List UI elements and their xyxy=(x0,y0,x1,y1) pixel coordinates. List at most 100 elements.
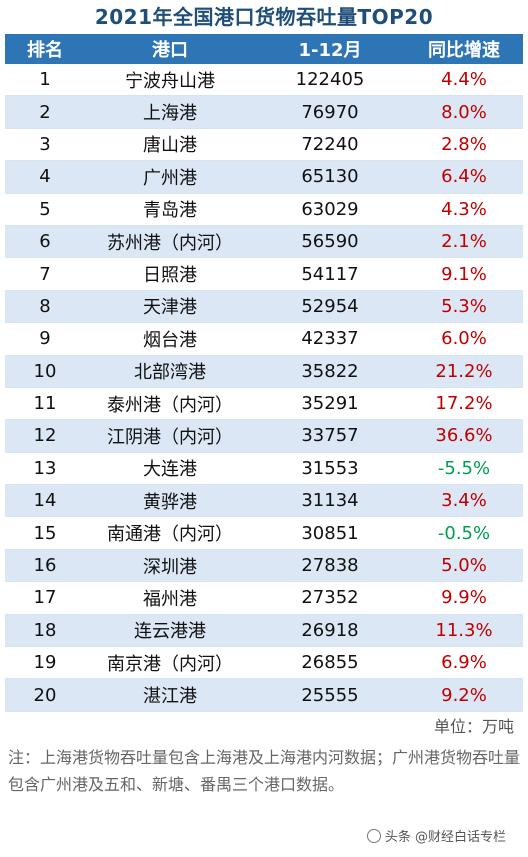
table-row: 14 黄骅港 31134 3.4% xyxy=(5,485,523,518)
cell-value: 42337 xyxy=(301,328,359,350)
cell-value: 35822 xyxy=(301,360,359,382)
cell-rank: 11 xyxy=(33,393,57,415)
cell-rank: 20 xyxy=(33,684,57,706)
header-port: 港口 xyxy=(152,40,188,61)
cell-growth: -0.5% xyxy=(437,522,491,544)
cell-value: 27352 xyxy=(301,587,359,609)
cell-port: 泰州港（内河） xyxy=(107,394,233,416)
cell-port: 南京港（内河） xyxy=(107,653,233,675)
cell-port: 日照港 xyxy=(143,265,197,287)
cell-value: 30851 xyxy=(301,522,359,544)
cell-port: 宁波舟山港 xyxy=(125,70,215,92)
cell-value: 26918 xyxy=(301,619,359,641)
cell-port: 唐山港 xyxy=(143,135,197,157)
table-row: 4 广州港 65130 6.4% xyxy=(5,161,523,194)
cell-port: 广州港 xyxy=(143,167,197,189)
port-ranking-table: 排名 港口 1-12月 同比增速 1 宁波舟山港 122405 4.4% 2 上海港 769… xyxy=(5,34,523,712)
cell-rank: 2 xyxy=(39,101,51,123)
cell-rank: 16 xyxy=(33,555,57,577)
header-rank: 排名 xyxy=(27,40,63,61)
cell-growth: 36.6% xyxy=(435,425,493,447)
table-row: 7 日照港 54117 9.1% xyxy=(5,258,523,291)
header-growth: 同比增速 xyxy=(428,40,500,61)
table-row: 9 烟台港 42337 6.0% xyxy=(5,323,523,356)
cell-value: 65130 xyxy=(301,166,359,188)
cell-rank: 10 xyxy=(33,360,57,382)
cell-port: 南通港（内河） xyxy=(107,524,233,546)
header-period: 1-12月 xyxy=(298,40,362,61)
cell-rank: 4 xyxy=(39,166,51,188)
table-row: 3 唐山港 72240 2.8% xyxy=(5,129,523,162)
cell-growth: 9.1% xyxy=(441,263,487,285)
table-header: 排名 港口 1-12月 同比增速 xyxy=(5,34,523,64)
cell-port: 深圳港 xyxy=(143,556,197,578)
cell-value: 122405 xyxy=(295,69,365,91)
cell-growth: 5.0% xyxy=(441,555,487,577)
footnote: 注：上海港货物吞吐量包含上海港及上海港内河数据；广州港货物吞吐量包含广州港及五和… xyxy=(8,747,521,794)
cell-rank: 9 xyxy=(39,328,51,350)
cell-growth: 11.3% xyxy=(435,619,493,641)
cell-rank: 3 xyxy=(39,133,51,155)
cell-rank: 6 xyxy=(39,231,51,253)
table-row: 11 泰州港（内河） 35291 17.2% xyxy=(5,388,523,421)
cell-rank: 17 xyxy=(33,587,57,609)
cell-growth: 6.9% xyxy=(441,652,487,674)
page-title: 2021年全国港口货物吞吐量TOP20 xyxy=(94,5,434,29)
watermark-icon xyxy=(366,828,381,843)
table-row: 18 连云港港 26918 11.3% xyxy=(5,614,523,648)
cell-growth: 9.2% xyxy=(441,684,487,706)
table-row: 6 苏州港（内河） 56590 2.1% xyxy=(5,225,523,259)
table-row: 19 南京港（内河） 26855 6.9% xyxy=(5,647,523,680)
cell-value: 54117 xyxy=(301,263,359,285)
cell-rank: 12 xyxy=(33,425,57,447)
cell-growth: 4.4% xyxy=(441,69,487,91)
cell-port: 苏州港（内河） xyxy=(107,232,233,254)
cell-port: 黄骅港 xyxy=(143,491,197,513)
cell-port: 福州港 xyxy=(143,588,197,610)
cell-port: 烟台港 xyxy=(143,329,197,351)
table-row: 5 青岛港 63029 4.3% xyxy=(5,194,523,226)
cell-value: 33757 xyxy=(301,425,359,447)
cell-growth: 21.2% xyxy=(435,360,493,382)
cell-rank: 14 xyxy=(33,490,57,512)
cell-rank: 13 xyxy=(33,457,57,479)
cell-growth: 6.4% xyxy=(441,166,487,188)
watermark-text: 头条 @财经白话专栏 xyxy=(384,830,506,845)
cell-value: 31553 xyxy=(301,457,359,479)
cell-port: 江阴港（内河） xyxy=(107,426,233,448)
cell-growth: 4.3% xyxy=(441,198,487,220)
watermark: 头条 @财经白话专栏 xyxy=(366,826,506,845)
cell-rank: 8 xyxy=(39,295,51,317)
cell-rank: 18 xyxy=(33,619,57,641)
cell-growth: 6.0% xyxy=(441,328,487,350)
cell-growth: 2.1% xyxy=(441,231,487,253)
table-body: 1 宁波舟山港 122405 4.4% 2 上海港 76970 8.0% 3 唐山港 72240 2.… xyxy=(5,64,523,712)
cell-growth: -5.5% xyxy=(437,457,491,479)
cell-port: 大连港 xyxy=(143,459,197,481)
cell-rank: 7 xyxy=(39,263,51,285)
cell-value: 56590 xyxy=(301,231,359,253)
cell-growth: 8.0% xyxy=(441,101,487,123)
table-row: 1 宁波舟山港 122405 4.4% xyxy=(5,64,523,97)
cell-rank: 1 xyxy=(39,69,51,91)
cell-port: 湛江港 xyxy=(143,686,197,708)
cell-growth: 9.9% xyxy=(441,587,487,609)
cell-value: 76970 xyxy=(301,101,359,123)
cell-rank: 19 xyxy=(33,652,57,674)
cell-value: 25555 xyxy=(301,684,359,706)
cell-value: 72240 xyxy=(301,133,359,155)
cell-rank: 5 xyxy=(39,198,51,220)
table-row: 20 湛江港 25555 9.2% xyxy=(5,679,523,712)
cell-value: 35291 xyxy=(301,393,359,415)
cell-growth: 5.3% xyxy=(441,295,487,317)
cell-rank: 15 xyxy=(33,522,57,544)
cell-port: 连云港港 xyxy=(134,621,206,643)
cell-value: 31134 xyxy=(301,490,359,512)
cell-port: 上海港 xyxy=(143,103,197,125)
table-row: 15 南通港（内河） 30851 -0.5% xyxy=(5,517,523,550)
cell-value: 63029 xyxy=(301,198,359,220)
unit-label: 单位：万吨 xyxy=(433,716,514,736)
table-row: 12 江阴港（内河） 33757 36.6% xyxy=(5,420,523,453)
table-row: 8 天津港 52954 5.3% xyxy=(5,290,523,324)
cell-port: 天津港 xyxy=(143,297,197,319)
